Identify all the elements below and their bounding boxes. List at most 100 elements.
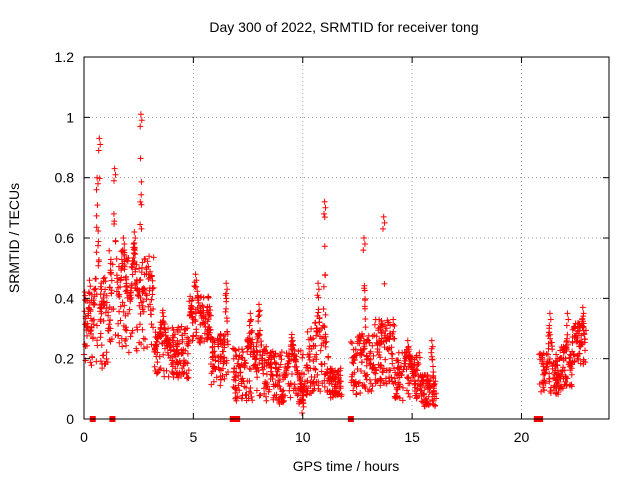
data-point <box>205 316 212 323</box>
data-point <box>420 377 427 384</box>
data-point <box>327 365 334 372</box>
data-point <box>93 358 100 365</box>
data-point <box>388 344 395 351</box>
data-point <box>288 338 295 345</box>
data-point <box>173 358 180 365</box>
data-point <box>117 283 124 290</box>
data-point <box>565 316 572 323</box>
data-point <box>416 354 423 361</box>
data-point <box>159 340 165 346</box>
data-point <box>110 306 117 312</box>
data-point <box>582 347 588 354</box>
data-point <box>247 385 254 391</box>
data-point <box>280 387 287 394</box>
data-point <box>180 357 187 364</box>
data-point <box>210 378 217 385</box>
data-point <box>580 361 587 368</box>
data-point <box>159 307 166 314</box>
data-point <box>87 359 94 366</box>
data-point <box>319 380 326 387</box>
data-point <box>188 303 195 310</box>
data-point <box>128 263 135 270</box>
data-point <box>120 322 127 329</box>
data-point <box>361 337 367 344</box>
data-point <box>238 380 245 387</box>
data-point <box>116 291 123 298</box>
data-point <box>404 349 411 356</box>
data-point <box>269 372 276 379</box>
data-point <box>322 272 328 279</box>
data-point <box>119 247 126 254</box>
data-point <box>214 341 221 348</box>
data-point <box>151 345 158 352</box>
data-point <box>125 310 131 317</box>
data-point <box>192 309 199 315</box>
data-point <box>311 385 318 392</box>
data-point <box>143 264 150 271</box>
data-point <box>430 369 437 375</box>
data-point <box>91 286 98 293</box>
data-point <box>271 392 278 399</box>
data-point <box>402 353 409 360</box>
data-point <box>404 374 411 381</box>
data-point <box>580 310 587 317</box>
data-point <box>222 292 229 299</box>
data-point <box>273 372 280 378</box>
data-point <box>164 335 171 341</box>
data-point <box>185 342 191 349</box>
data-point <box>247 310 254 317</box>
data-point <box>361 241 368 247</box>
data-point <box>391 375 398 382</box>
data-point <box>194 292 201 299</box>
data-point <box>93 249 100 256</box>
data-point <box>410 370 417 376</box>
data-point <box>102 278 109 285</box>
data-point <box>558 368 564 375</box>
data-point <box>429 390 436 397</box>
data-point <box>413 366 420 373</box>
data-point <box>117 317 124 324</box>
data-point <box>184 325 191 332</box>
data-point <box>156 366 163 373</box>
data-point <box>580 327 587 334</box>
data-point <box>256 301 262 308</box>
data-point <box>427 378 434 384</box>
data-point <box>370 352 377 359</box>
data-point <box>560 364 567 371</box>
data-point <box>246 322 253 329</box>
data-point <box>107 317 113 324</box>
data-point <box>160 313 167 320</box>
data-point <box>108 336 115 342</box>
data-point <box>393 394 400 401</box>
data-point <box>211 348 218 355</box>
data-point <box>306 354 312 361</box>
data-point <box>139 259 146 266</box>
data-point <box>249 336 256 343</box>
data-point <box>414 394 420 401</box>
data-point <box>568 371 575 378</box>
data-point <box>152 342 159 348</box>
y-tick-label: 1.2 <box>55 49 75 65</box>
data-point <box>130 250 137 256</box>
data-point <box>567 354 574 361</box>
data-point <box>276 373 283 379</box>
data-point <box>261 363 268 370</box>
data-point <box>217 332 224 338</box>
data-point <box>382 334 389 341</box>
data-point <box>198 312 205 319</box>
data-point <box>129 261 136 268</box>
data-point <box>131 229 138 235</box>
data-point <box>189 313 196 320</box>
data-point <box>219 348 226 355</box>
data-point <box>560 375 567 382</box>
data-point <box>127 296 134 303</box>
data-point <box>556 356 563 363</box>
data-point <box>235 372 242 379</box>
data-point <box>430 363 436 370</box>
data-point <box>362 295 368 302</box>
data-point <box>390 335 397 342</box>
data-point <box>87 283 94 290</box>
data-point <box>400 384 406 391</box>
data-point <box>219 372 226 379</box>
data-point <box>549 343 555 350</box>
